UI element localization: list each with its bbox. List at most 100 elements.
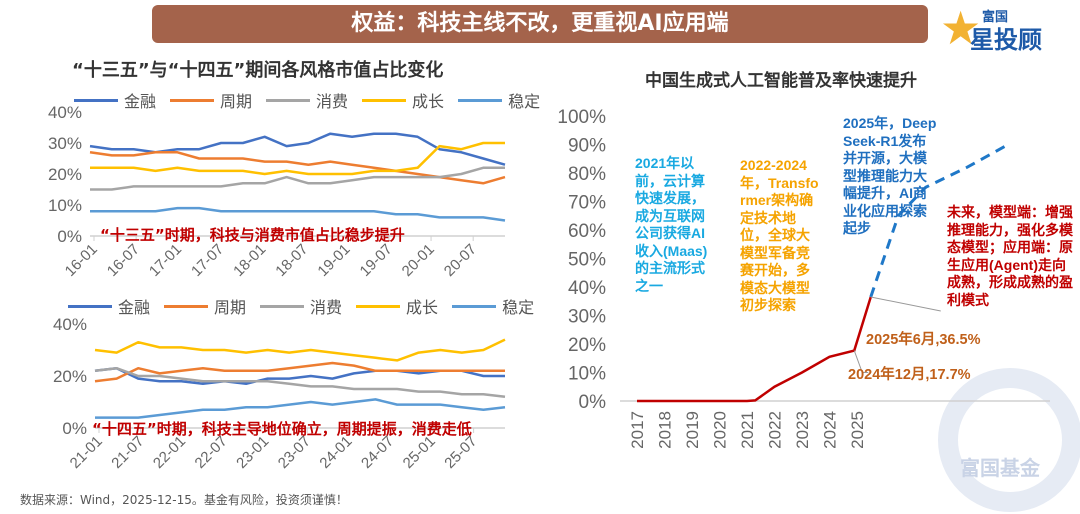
legend-item: 消费	[266, 88, 348, 112]
logo-line2: 星投顾	[970, 26, 1042, 54]
annotation-2022-2024: 2022-2024年，Transformer架构确定技术地位，全球大模型军备竞赛…	[740, 157, 819, 313]
right-chart-y-tick-label: 10%	[568, 364, 606, 385]
right-chart-x-tick-label: 2017	[628, 411, 647, 449]
bottom-chart-series-周期	[94, 361, 505, 383]
star-icon: ★	[940, 1, 982, 55]
bottom-chart-y-tick-label: 40%	[53, 315, 87, 334]
legend-label: 成长	[406, 298, 439, 317]
legend-swatch	[170, 98, 215, 102]
bottom-chart-series-成长	[94, 338, 506, 362]
logo: ★ 富国 星投顾	[940, 1, 1070, 55]
top-chart-y-tick-label: 20%	[48, 165, 82, 184]
right-chart-x-tick-label: 2023	[793, 411, 812, 449]
top-chart-series-成长	[90, 141, 505, 176]
legend-top: 金融 周期 消费 成长 稳定	[74, 88, 540, 112]
right-chart-y-tick-label: 20%	[568, 335, 606, 356]
right-chart-x-tick-label: 2019	[683, 411, 702, 449]
bottom-chart-y-tick-label: 0%	[62, 419, 87, 438]
legend-item: 成长	[356, 294, 438, 318]
right-chart-y-tick-label: 40%	[568, 278, 606, 299]
right-chart-x-tick-label: 2021	[738, 411, 757, 449]
top-chart-x-tick-label: 20-01	[399, 241, 438, 280]
right-chart-x-tick-label: 2022	[766, 411, 785, 449]
top-chart-x-tick-label: 17-07	[188, 241, 227, 280]
right-chart-x-tick-label: 2025	[848, 411, 867, 449]
top-chart-series-消费	[90, 166, 505, 191]
annotation-2021: 2021年以前，云计算快速发展，成为互联网公司获得AI收入(Maas)的主流形式…	[635, 155, 708, 294]
right-chart-y-tick-label: 60%	[568, 221, 606, 242]
legend-label: 周期	[220, 92, 253, 111]
watermark-text: 富国基金	[960, 456, 1040, 480]
legend-swatch	[458, 98, 503, 102]
right-chart-x-tick-label: 2018	[656, 411, 675, 449]
legend-swatch	[74, 98, 118, 102]
legend-swatch	[356, 304, 401, 308]
top-chart-y-tick-label: 10%	[48, 196, 82, 215]
watermark-logo-icon	[938, 368, 1080, 512]
legend-swatch	[68, 304, 112, 308]
legend-item: 成长	[362, 88, 444, 112]
legend-swatch	[452, 304, 497, 308]
legend-item: 消费	[260, 294, 342, 318]
legend-item: 周期	[164, 294, 246, 318]
left-chart-title: “十三五”与“十四五”期间各风格市值占比变化	[72, 60, 444, 81]
note-13th-five-year: “十三五”时期，科技与消费市值占比稳步提升	[100, 226, 405, 244]
bottom-chart-y-tick-label: 20%	[53, 367, 87, 386]
top-chart-x-tick-label: 19-01	[314, 241, 353, 280]
legend-swatch	[260, 304, 305, 308]
data-source-note: 数据来源：Wind，2025-12-15。基金有风险，投资须谨慎！	[20, 493, 348, 507]
right-chart-title: 中国生成式人工智能普及率快速提升	[645, 71, 917, 91]
right-chart-y-tick-label: 0%	[579, 392, 607, 413]
top-chart-series-稳定	[90, 206, 506, 222]
top-chart-y-tick-label: 40%	[48, 103, 82, 122]
top-chart-x-tick-label: 20-07	[441, 241, 480, 280]
right-chart-y-tick-label: 100%	[557, 107, 606, 128]
legend-label: 周期	[214, 298, 247, 317]
legend-swatch	[164, 304, 209, 308]
legend-label: 金融	[118, 298, 151, 317]
legend-item: 金融	[74, 88, 156, 112]
leader-line-2024-dec	[853, 350, 869, 374]
bottom-chart-series-稳定	[95, 398, 506, 419]
label-2024-dec: 2024年12月,17.7%	[848, 367, 971, 383]
top-chart-x-tick-label: 19-07	[357, 241, 396, 280]
legend-label: 成长	[412, 92, 445, 111]
logo-line1: 富国	[982, 10, 1009, 25]
note-14th-five-year: “十四五”时期，科技主导地位确立，周期提振，消费走低	[92, 420, 472, 438]
annotation-future: 未来，模型端：增强推理能力，强化多模态模型；应用端：原生应用(Agent)走向成…	[947, 204, 1073, 308]
top-chart-y-tick-label: 0%	[57, 227, 82, 246]
legend-label: 稳定	[502, 298, 535, 317]
legend-swatch	[266, 98, 311, 102]
right-chart-series-forecast	[869, 143, 1009, 298]
right-chart-y-tick-label: 50%	[568, 250, 606, 271]
right-chart-series-actual	[637, 296, 872, 403]
bottom-chart-series-消费	[94, 366, 506, 399]
top-chart-x-tick-label: 18-07	[272, 241, 311, 280]
legend-item: 稳定	[452, 294, 534, 318]
right-chart-y-tick-label: 80%	[568, 164, 606, 185]
top-chart-x-tick-label: 16-01	[62, 241, 101, 280]
legend-item: 稳定	[458, 88, 540, 112]
right-chart-y-tick-label: 30%	[568, 307, 606, 328]
legend-label: 消费	[310, 298, 343, 317]
legend-label: 消费	[316, 92, 349, 111]
top-chart-y-tick-label: 30%	[48, 134, 82, 153]
top-chart-x-tick-label: 17-01	[146, 241, 185, 280]
legend-bottom: 金融 周期 消费 成长 稳定	[68, 294, 534, 318]
legend-item: 金融	[68, 294, 150, 318]
top-chart-series-金融	[89, 132, 506, 166]
legend-label: 金融	[124, 92, 157, 111]
right-chart-x-tick-label: 2020	[711, 411, 730, 449]
page-banner-title: 权益：科技主线不改，更重视AI应用端	[152, 5, 928, 43]
top-chart-x-tick-label: 16-07	[104, 241, 143, 280]
top-chart-series-周期	[89, 151, 506, 185]
right-chart-x-tick-label: 2024	[821, 411, 840, 449]
legend-label: 稳定	[508, 92, 541, 111]
leader-line-2025-jun	[870, 296, 941, 312]
label-2025-jun: 2025年6月,36.5%	[866, 332, 981, 348]
right-chart-y-tick-label: 70%	[568, 193, 606, 214]
right-chart-y-tick-label: 90%	[568, 136, 606, 157]
top-chart-x-tick-label: 18-01	[230, 241, 269, 280]
annotation-2025: 2025年，DeepSeek-R1发布并开源，大模型推理能力大幅提升，AI商业化…	[843, 115, 937, 236]
